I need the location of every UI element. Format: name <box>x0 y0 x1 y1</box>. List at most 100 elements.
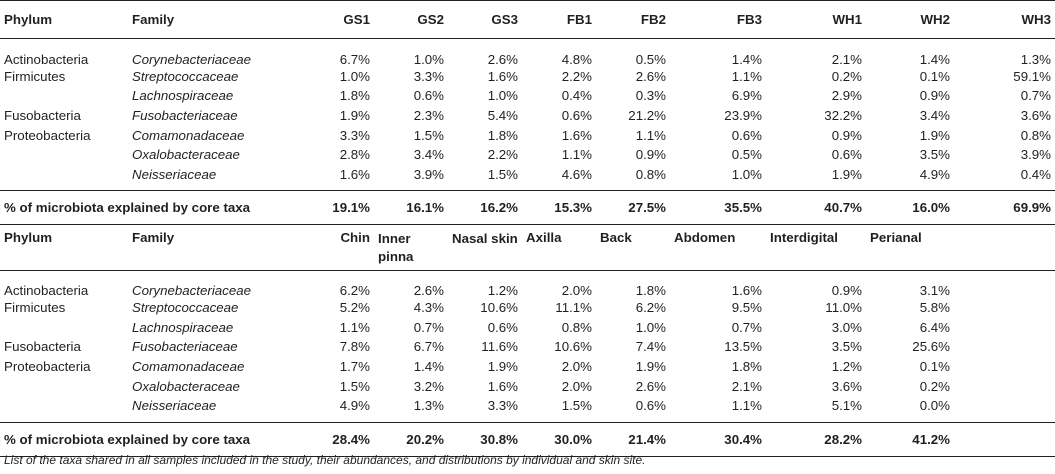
table-total-row: % of microbiota explained by core taxa 1… <box>0 190 1055 225</box>
value-cell: 1.6% <box>339 166 370 182</box>
value-cell: 23.9% <box>724 107 762 123</box>
value-cell: 2.0% <box>561 359 592 375</box>
total-value: 40.7% <box>824 200 862 216</box>
value-cell: 1.4% <box>413 359 444 375</box>
total-value: 15.3% <box>554 200 592 216</box>
table-header-row: Phylum Family GS1 GS2 GS3 FB1 FB2 FB3 WH… <box>0 0 1055 39</box>
header-fb3: FB3 <box>736 12 762 27</box>
value-cell: 2.9% <box>831 88 862 104</box>
empty-cell <box>954 318 1055 338</box>
value-cell: 6.9% <box>731 88 762 104</box>
value-cell: 5.4% <box>487 107 518 123</box>
value-cell: 59.1% <box>1013 68 1051 84</box>
table-header-row: Phylum Family Chin Inner pinna Nasal ski… <box>0 220 1055 270</box>
value-cell: 3.0% <box>831 319 862 335</box>
table-row: Fusobacteria Fusobacteriaceae 7.8% 6.7% 11.6… <box>0 337 1055 357</box>
value-cell: 3.3% <box>413 68 444 84</box>
empty-cell <box>954 376 1055 396</box>
family-cell: Corynebacteriaceae <box>132 51 252 67</box>
total-label: % of microbiota explained by core taxa <box>4 431 251 447</box>
value-cell: 0.5% <box>635 51 666 67</box>
value-cell: 6.7% <box>413 339 444 355</box>
table-row: Oxalobacteraceae 1.5% 3.2% 1.6% 2.0% 2.6% 2.1%… <box>0 376 1055 396</box>
value-cell: 0.7% <box>413 319 444 335</box>
value-cell: 0.3% <box>635 88 666 104</box>
value-cell: 7.8% <box>339 339 370 355</box>
empty-cell <box>954 396 1055 416</box>
value-cell: 1.4% <box>919 51 950 67</box>
value-cell: 1.5% <box>561 398 592 414</box>
value-cell: 21.2% <box>628 107 666 123</box>
value-cell: 0.9% <box>635 147 666 163</box>
total-value: 30.8% <box>480 431 518 447</box>
value-cell: 0.6% <box>487 319 518 335</box>
value-cell: 3.1% <box>919 283 950 298</box>
family-cell: Oxalobacteraceae <box>132 147 240 163</box>
family-cell: Neisseriaceae <box>132 166 217 182</box>
header-back: Back <box>600 230 632 245</box>
total-value: 69.9% <box>1013 200 1051 216</box>
value-cell: 5.1% <box>831 398 862 414</box>
total-value: 21.4% <box>628 431 666 447</box>
phylum-cell: Fusobacteria <box>4 339 81 355</box>
value-cell: 1.8% <box>339 88 370 104</box>
value-cell: 11.6% <box>481 339 518 355</box>
value-cell: 32.2% <box>824 107 862 123</box>
total-label: % of microbiota explained by core taxa <box>4 200 251 216</box>
value-cell: 3.5% <box>919 147 950 163</box>
value-cell: 1.0% <box>339 68 370 84</box>
total-value: 35.5% <box>724 200 762 216</box>
header-wh2: WH2 <box>920 12 950 27</box>
family-cell: Lachnospiraceae <box>132 319 234 335</box>
phylum-cell <box>0 376 128 396</box>
table-row: Proteobacteria Comamonadaceae 1.7% 1.4% 1.9%… <box>0 357 1055 377</box>
value-cell: 3.5% <box>831 339 862 355</box>
header-empty <box>954 220 1055 270</box>
family-cell: Oxalobacteraceae <box>132 378 240 394</box>
value-cell: 6.7% <box>339 51 370 67</box>
value-cell: 1.5% <box>413 127 444 143</box>
phylum-cell <box>0 318 128 338</box>
phylum-cell: Firmicutes <box>4 68 66 84</box>
family-cell: Comamonadaceae <box>132 127 245 143</box>
value-cell: 1.1% <box>731 398 762 414</box>
value-cell: 4.6% <box>561 166 592 182</box>
total-value: 19.1% <box>332 200 370 216</box>
table-row: Actinobacteria Corynebacteriaceae 6.7% 1.0%… <box>0 39 1055 67</box>
table-body: Actinobacteria Corynebacteriaceae 6.7% 1.0%… <box>0 39 1055 185</box>
phylum-cell <box>0 145 128 165</box>
total-value: 16.0% <box>912 200 950 216</box>
value-cell: 6.2% <box>635 300 666 316</box>
table-row: Firmicutes Streptococcaceae 5.2% 4.3% 10.6% 1… <box>0 298 1055 318</box>
value-cell: 10.6% <box>554 339 592 355</box>
value-cell: 2.1% <box>731 378 762 394</box>
header-family: Family <box>132 12 175 27</box>
value-cell: 3.6% <box>1020 107 1051 123</box>
value-cell: 1.9% <box>919 127 950 143</box>
value-cell: 0.6% <box>731 127 762 143</box>
value-cell: 2.6% <box>413 283 444 298</box>
value-cell: 3.4% <box>413 147 444 163</box>
value-cell: 3.3% <box>487 398 518 414</box>
value-cell: 1.6% <box>731 283 762 298</box>
value-cell: 0.4% <box>1020 166 1051 182</box>
family-cell: Fusobacteriaceae <box>132 107 238 123</box>
value-cell: 0.2% <box>831 68 862 84</box>
header-gs2: GS2 <box>417 12 444 27</box>
total-value: 16.2% <box>480 200 518 216</box>
value-cell: 25.6% <box>912 339 950 355</box>
value-cell: 3.4% <box>919 107 950 123</box>
value-cell: 4.8% <box>561 51 592 67</box>
value-cell: 2.6% <box>635 378 666 394</box>
value-cell: 1.0% <box>487 88 518 104</box>
phylum-cell: Proteobacteria <box>4 127 91 143</box>
value-cell: 0.6% <box>635 398 666 414</box>
value-cell: 1.0% <box>731 166 762 182</box>
value-cell: 0.8% <box>1020 127 1051 143</box>
phylum-cell: Fusobacteria <box>4 107 81 123</box>
empty-cell <box>954 337 1055 357</box>
value-cell: 2.8% <box>339 147 370 163</box>
value-cell: 2.2% <box>561 68 592 84</box>
family-cell: Lachnospiraceae <box>132 88 234 104</box>
